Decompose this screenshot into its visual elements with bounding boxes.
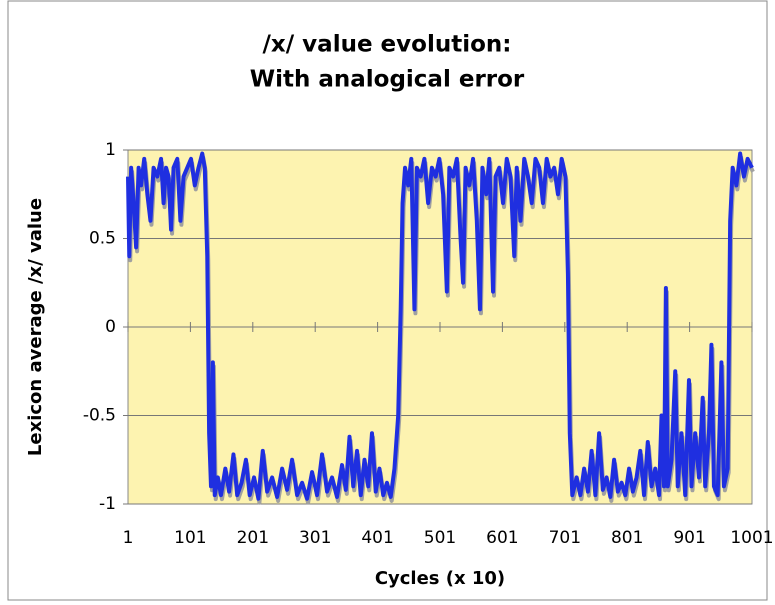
x-tick-label: 401 xyxy=(361,528,393,548)
x-axis-title: Cycles (x 10) xyxy=(375,568,505,589)
x-tick-label: 201 xyxy=(237,528,269,548)
chart-title: With analogical error xyxy=(250,67,525,93)
x-tick-label: 701 xyxy=(549,528,581,548)
x-tick-label: 501 xyxy=(424,528,456,548)
x-tick-label: 901 xyxy=(673,528,705,548)
data-line xyxy=(126,151,754,501)
chart-title: /x/ value evolution: xyxy=(263,32,512,58)
y-tick-label: 1 xyxy=(105,140,116,160)
y-axis-title: Lexicon average /x/ value xyxy=(25,198,46,456)
y-tick-label: -1 xyxy=(99,494,116,514)
x-tick-label: 1001 xyxy=(730,528,773,548)
x-tick-label: 101 xyxy=(174,528,206,548)
y-tick-label: 0 xyxy=(105,317,116,337)
x-tick-label: 601 xyxy=(486,528,518,548)
x-tick-label: 1 xyxy=(123,528,134,548)
y-tick-label: 0.5 xyxy=(89,229,116,249)
x-tick-label: 301 xyxy=(299,528,331,548)
y-tick-label: -0.5 xyxy=(83,406,116,426)
x-tick-label: 801 xyxy=(611,528,643,548)
